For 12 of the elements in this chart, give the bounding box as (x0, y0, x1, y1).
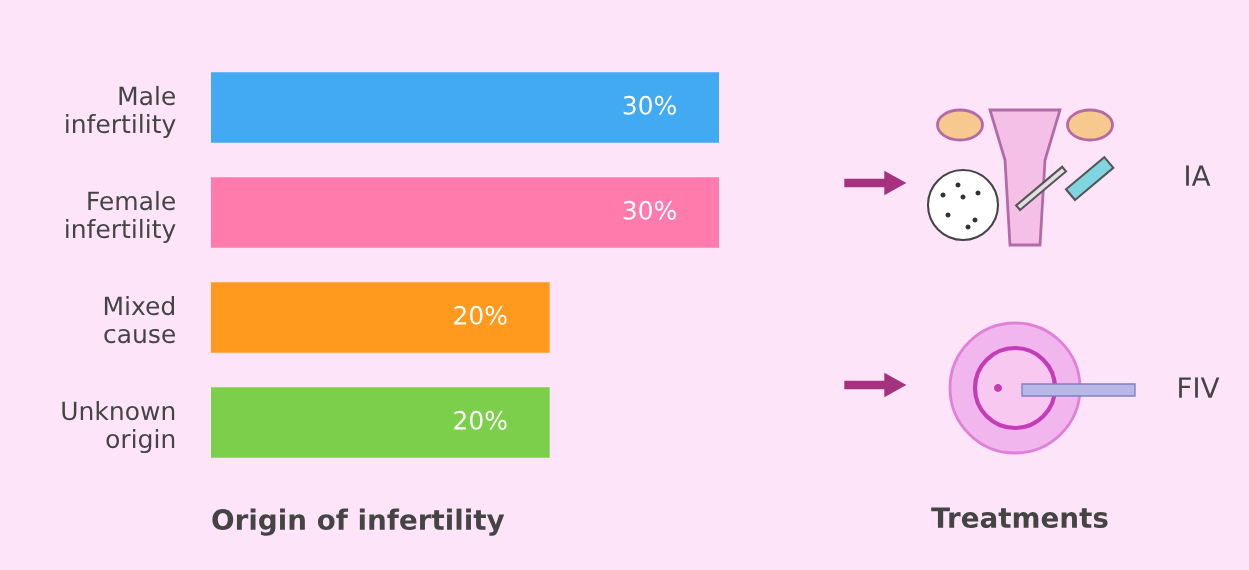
y-tick-label: Unknown origin (62, 400, 175, 454)
text: IA (1186, 165, 1211, 186)
data-label: 30% (623, 95, 676, 115)
text: FIV (1179, 377, 1220, 398)
text: Treatments (931, 507, 1108, 529)
data-label: 20% (454, 410, 507, 430)
data-label: 30% (623, 200, 676, 220)
y-tick-label: Female infertility (66, 190, 176, 244)
y-tick-label: Mixed cause (104, 295, 175, 344)
x-axis-title: Origin of infertility (212, 508, 505, 536)
y-tick-label: Male infertility (66, 85, 176, 139)
data-label: 20% (454, 305, 507, 325)
